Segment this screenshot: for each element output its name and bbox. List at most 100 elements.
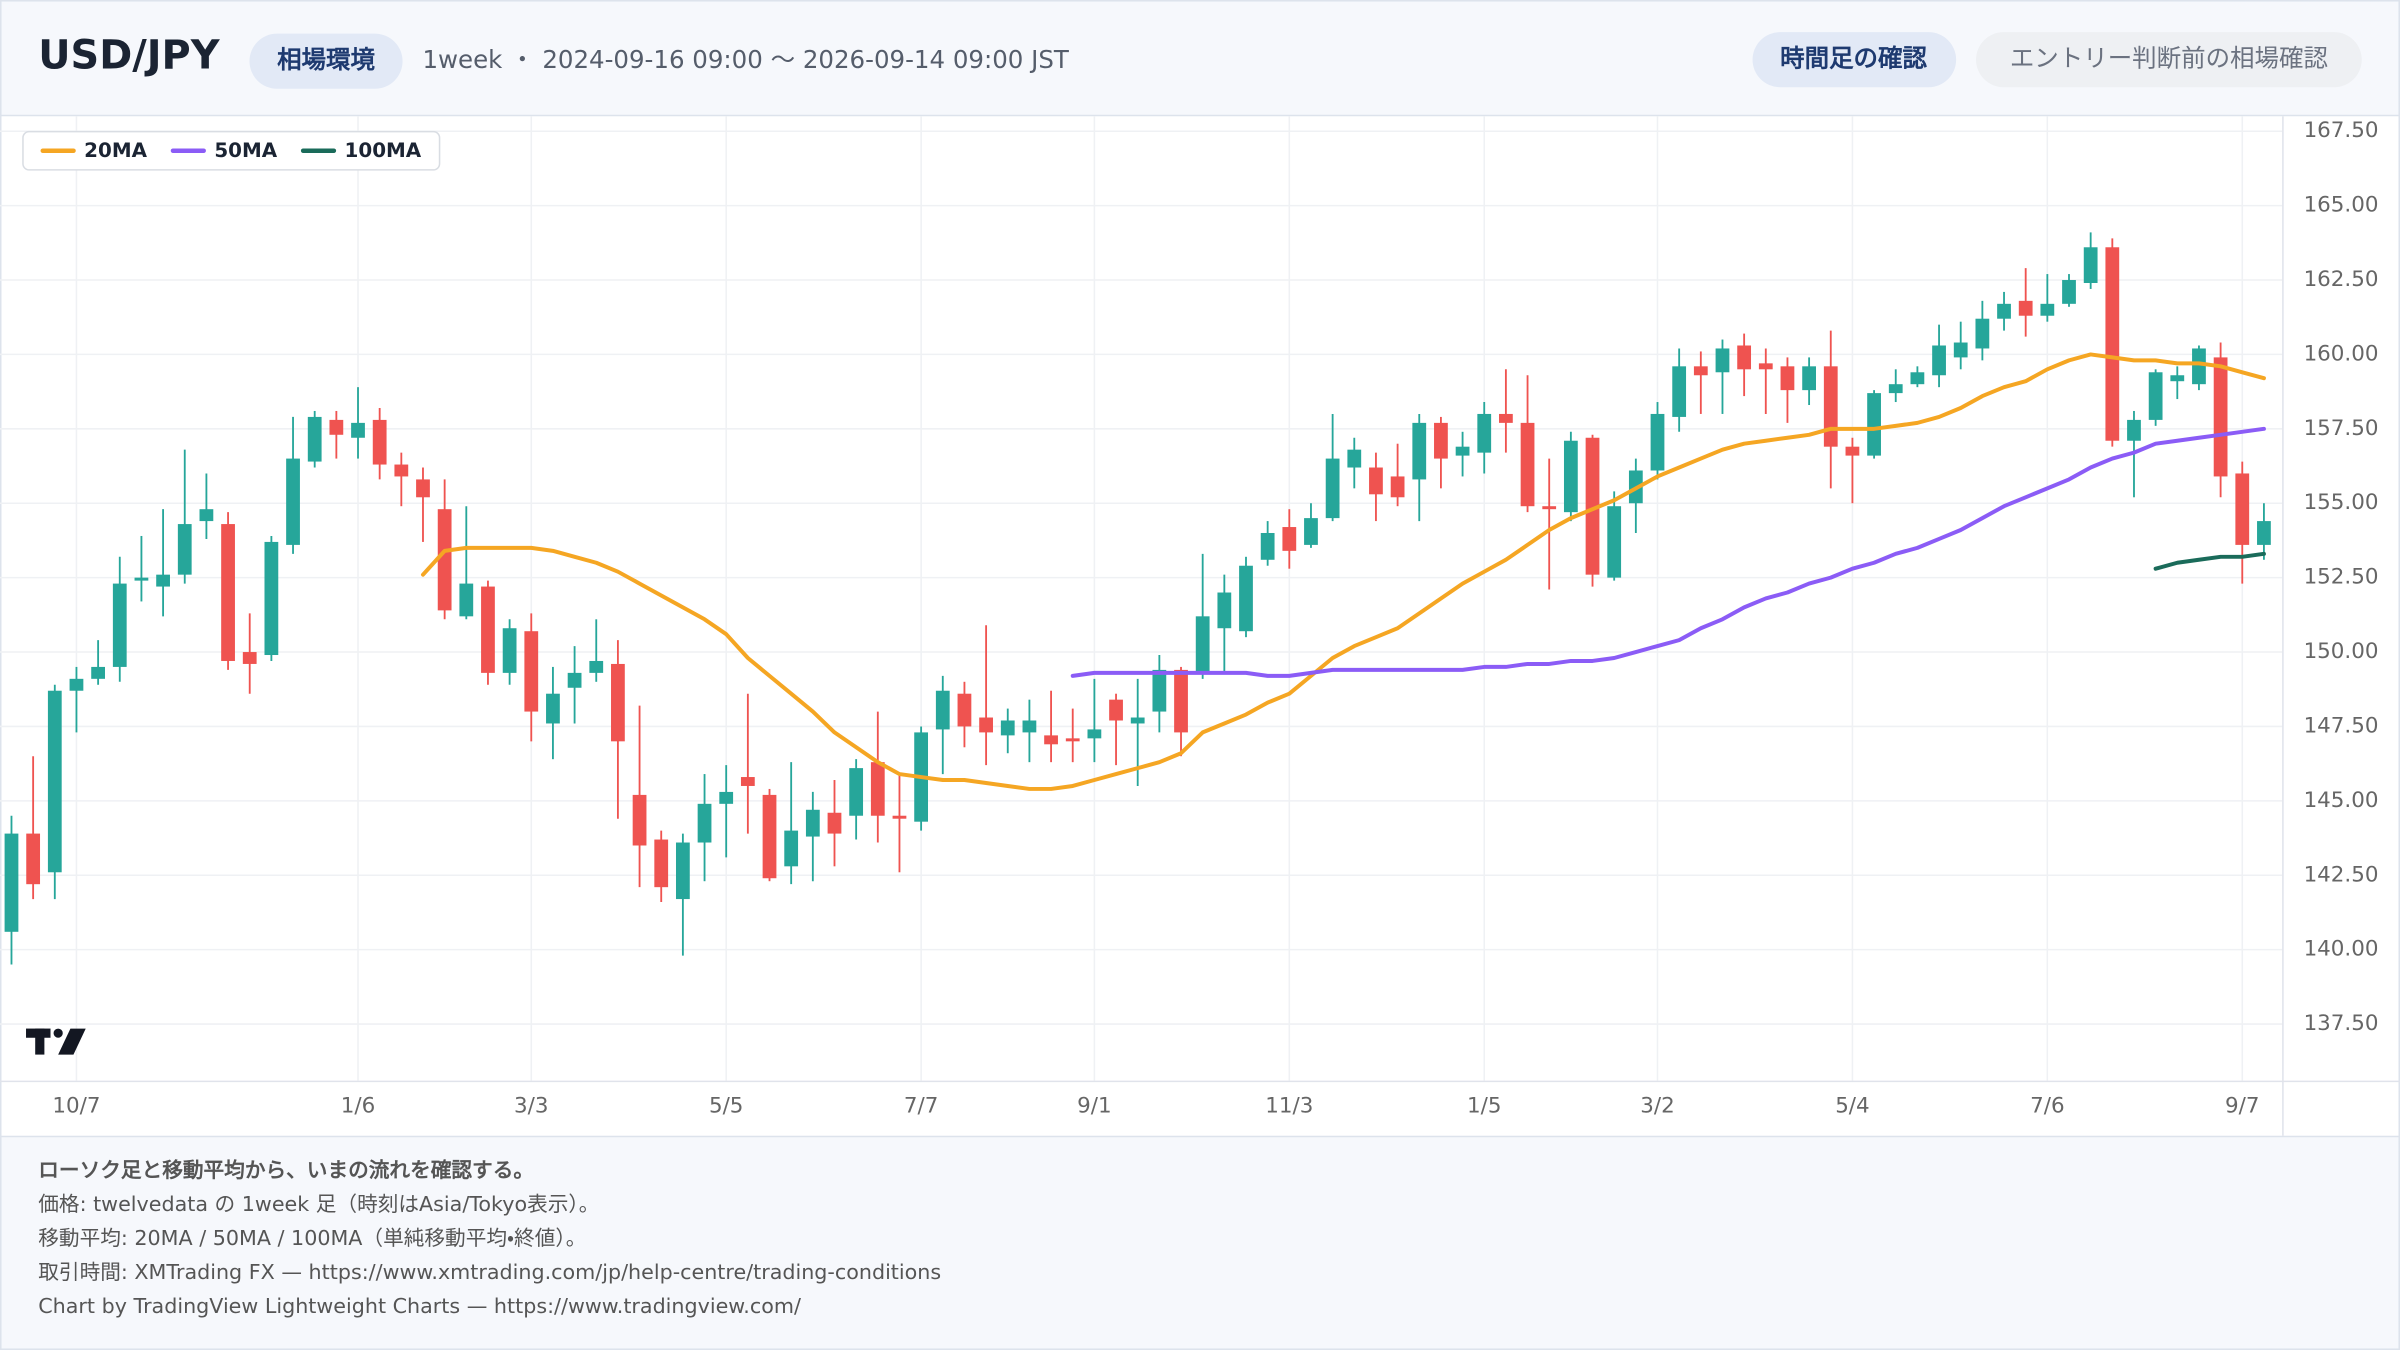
candle-body <box>199 509 214 522</box>
logo-part <box>58 1028 86 1055</box>
candle-body <box>286 458 300 545</box>
candle-body <box>1282 527 1297 551</box>
candle-body <box>1499 413 1513 423</box>
candle-body <box>1109 699 1123 721</box>
y-tick-label: 160.00 <box>2304 341 2379 366</box>
candle-body <box>1953 342 1968 358</box>
candle-body <box>1867 393 1881 456</box>
candle-body <box>1260 532 1275 560</box>
x-tick-label: 9/7 <box>2225 1094 2259 1119</box>
candle-body <box>675 842 690 900</box>
candle-body <box>654 839 669 888</box>
candle-body <box>1693 366 1708 376</box>
y-tick-label: 167.50 <box>2304 118 2379 143</box>
candle-body <box>2127 419 2141 441</box>
candle-body <box>1065 738 1080 742</box>
candle-body <box>546 693 560 724</box>
candle-body <box>1217 592 1232 629</box>
ma-line <box>2153 551 2266 571</box>
candle-body <box>1563 440 1578 513</box>
candle-body <box>1412 422 1427 480</box>
tag: エントリー判断前の相場確認 <box>2010 44 2328 73</box>
plot: 137.50 140.00 142.50 145.00 147.50 150.00 152.… <box>0 116 2400 1136</box>
candle-body <box>1455 446 1470 456</box>
candle-body <box>177 524 192 575</box>
header: USD/JPY 相場環境 1week ・ 2024-09-16 09:00 〜 … <box>38 32 2362 89</box>
candle-body <box>1434 422 1448 459</box>
x-tick-label: 5/5 <box>709 1094 743 1119</box>
candle-body <box>1174 669 1188 733</box>
ma-line <box>420 352 2266 791</box>
candle-body <box>91 666 105 679</box>
candle-body <box>2192 348 2206 385</box>
candle-body <box>1477 413 1492 453</box>
legend-box <box>22 130 441 171</box>
y-tick-label: 155.00 <box>2304 490 2379 515</box>
y-tick-label: 165.00 <box>2304 193 2379 218</box>
candle-body <box>935 690 950 730</box>
candle-body <box>1650 413 1665 471</box>
candle-body <box>1195 616 1210 673</box>
candle-body <box>4 833 19 932</box>
x-tick-label: 1/6 <box>341 1094 375 1119</box>
candle-body <box>372 419 387 465</box>
candle-body <box>1000 720 1015 736</box>
candle-body <box>589 660 604 673</box>
candle-body <box>805 809 820 837</box>
candle-body <box>632 794 647 846</box>
candle-body <box>481 586 495 673</box>
logo-part <box>35 1028 45 1055</box>
x-tick-label: 7/6 <box>2030 1094 2064 1119</box>
candle-body <box>1780 366 1795 391</box>
candle-body <box>2170 375 2185 382</box>
candle-body <box>2235 473 2250 545</box>
x-tick-label: 3/2 <box>1640 1094 1674 1119</box>
candle-body <box>784 830 799 867</box>
candle-body <box>611 663 625 742</box>
candle-body <box>1997 303 2011 319</box>
y-tick-label: 140.00 <box>2304 937 2379 962</box>
candle-body <box>827 812 842 834</box>
candle-body <box>1542 506 1557 510</box>
legend: 20MA 50MA 100MA <box>22 130 441 171</box>
candle-body <box>1672 366 1687 417</box>
candle-body <box>1325 458 1340 519</box>
y-tick-label: 147.50 <box>2304 713 2379 738</box>
candle-body <box>1715 348 1730 373</box>
y-tick-label: 162.50 <box>2304 267 2379 292</box>
candle-body <box>1087 729 1102 739</box>
candle-body <box>957 693 972 727</box>
legend-label: 100MA <box>345 139 422 162</box>
tradingview-logo <box>26 1028 86 1055</box>
x-tick-label: 11/3 <box>1265 1094 1313 1119</box>
candle-body <box>1607 506 1622 578</box>
candle-body <box>1390 476 1405 498</box>
candle-body <box>416 479 430 498</box>
ma-line <box>1070 426 2266 678</box>
tag-bg <box>1976 32 2362 88</box>
candle-body <box>2083 247 2098 283</box>
candle-body <box>26 833 41 885</box>
candle-body <box>870 762 885 816</box>
candle-body <box>1130 717 1145 724</box>
badge: 相場環境 <box>277 45 375 74</box>
x-tick-label: 10/7 <box>52 1094 100 1119</box>
tag-bg <box>1752 32 1957 88</box>
candle-body <box>1520 422 1535 507</box>
candle-body <box>1044 735 1058 745</box>
candle-body <box>502 628 517 673</box>
candle-body <box>2148 372 2163 420</box>
title: USD/JPY <box>38 33 220 79</box>
candle-body <box>1022 720 1037 733</box>
candle-body <box>112 583 127 667</box>
logo-part <box>53 1028 63 1038</box>
candle-body <box>1932 345 1946 376</box>
y-tick-label: 145.00 <box>2304 788 2379 813</box>
candle-body <box>1152 669 1167 712</box>
candle-body <box>1737 345 1752 370</box>
x-tick-label: 9/1 <box>1077 1094 1111 1119</box>
footer-line: Chart by TradingView Lightweight Charts … <box>38 1294 801 1318</box>
